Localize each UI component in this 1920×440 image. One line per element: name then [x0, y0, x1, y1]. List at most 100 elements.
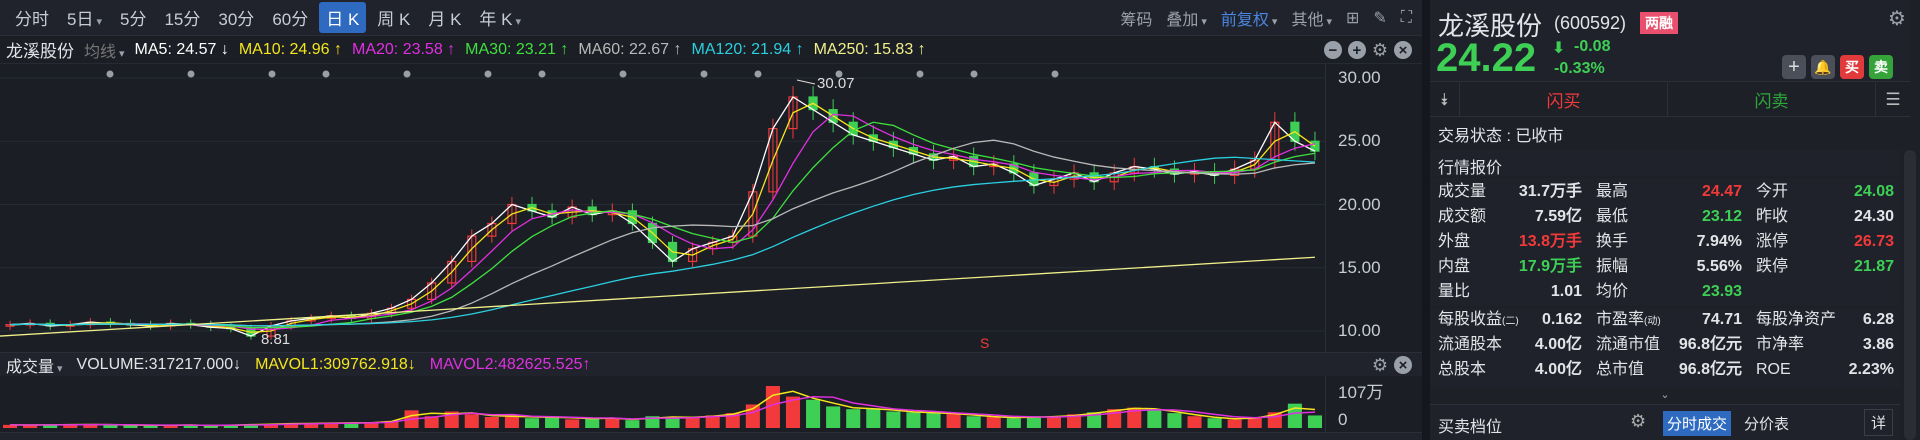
event-dot	[619, 70, 627, 78]
period-tab[interactable]: 分时	[8, 2, 56, 33]
overlay-button[interactable]: 叠加 ▾	[1166, 6, 1207, 30]
fundamental-label: 市净率	[1756, 335, 1804, 355]
quote-value: 21.87	[1853, 258, 1894, 275]
collapse-icon[interactable]: ⯯	[1430, 83, 1460, 116]
volume-bar	[203, 425, 218, 428]
period-tab[interactable]: 周 K	[370, 2, 417, 33]
period-tab[interactable]: 日 K	[319, 2, 367, 33]
chevron-down-icon: ▾	[57, 362, 63, 375]
quote-label: 跌停	[1756, 258, 1789, 275]
volume-bar	[966, 416, 981, 428]
flash-buy-button[interactable]: 闪买	[1460, 83, 1668, 116]
label-sub: (二)	[1502, 316, 1519, 327]
volume-bar	[83, 424, 98, 428]
fundamental-value: 0.162	[1541, 311, 1582, 328]
fundamental-value: 96.8亿元	[1678, 361, 1742, 378]
volume-min-label: 0	[1338, 410, 1348, 429]
brush-icon[interactable]: ✎	[1373, 10, 1387, 27]
quote-value: 24.08	[1853, 183, 1894, 200]
price-change: -0.08	[1574, 38, 1611, 55]
indicator-type: 均线	[84, 43, 117, 61]
close-icon[interactable]: ×	[1394, 356, 1412, 374]
last-price: 24.22	[1436, 36, 1537, 80]
price-tick: 15.00	[1338, 257, 1381, 277]
pane-controls: − + ⚙ ×	[1323, 40, 1412, 60]
volume-max-label: 107万	[1338, 383, 1384, 402]
quote-value: 24.47	[1701, 183, 1742, 200]
scrollbar[interactable]	[1904, 150, 1916, 440]
volume-bar	[63, 424, 78, 428]
period-tab[interactable]: 30分	[211, 2, 261, 33]
menu-icon[interactable]: ☰	[1885, 89, 1901, 109]
event-dot	[1051, 70, 1059, 78]
fundamental-value: 74.71	[1701, 311, 1742, 328]
volume-bar	[685, 417, 700, 428]
other-button[interactable]: 其他 ▾	[1291, 6, 1332, 30]
volume-bar	[926, 413, 941, 428]
quote-value: 24.30	[1853, 208, 1894, 225]
add-watchlist-button[interactable]: +	[1782, 55, 1806, 79]
close-icon[interactable]: ×	[1394, 41, 1412, 59]
volume-bar	[1127, 407, 1142, 428]
fundamental-row: 流通股本 4.00亿 流通市值 96.8亿元 市净率 3.86	[1430, 335, 1900, 359]
volume-bar	[946, 413, 961, 428]
sell-button[interactable]: 卖	[1869, 55, 1893, 79]
volume-bar	[1167, 413, 1182, 428]
adjust-button[interactable]: 前复权 ▾	[1221, 6, 1278, 30]
price-tick: 20.00	[1338, 194, 1381, 214]
tab-price-table[interactable]: 分价表	[1744, 416, 1790, 433]
gear-icon[interactable]: ⚙	[1371, 40, 1388, 60]
volume-bar	[464, 414, 479, 428]
gear-icon[interactable]: ⚙	[1888, 8, 1906, 30]
period-tab[interactable]: 5日 ▾	[60, 2, 109, 33]
volume-bar	[846, 409, 861, 428]
ma-line-1	[9, 96, 1316, 337]
quote-label: 换手	[1596, 233, 1629, 250]
quote-row: 成交额 7.59亿 最低 23.12 昨收 24.30	[1430, 207, 1900, 231]
expand-chevron-icon[interactable]: ⌄	[1660, 389, 1670, 401]
volume-legend-bar: 成交量 ▾ VOLUME:317217.000↓ MAVOL1:309762.918↓…	[0, 352, 1422, 376]
period-tab[interactable]: 5分	[113, 2, 153, 33]
label-text: 总股本	[1438, 361, 1487, 378]
gear-icon[interactable]: ⚙	[1371, 355, 1388, 375]
candlestick-plot[interactable]: 30.07 8.81 S	[0, 64, 1325, 352]
volume-plot[interactable]	[0, 376, 1325, 432]
buy-button[interactable]: 买	[1840, 55, 1864, 79]
zoom-in-icon[interactable]: +	[1347, 41, 1366, 59]
bell-icon[interactable]: 🔔	[1811, 55, 1835, 79]
period-label: 年 K	[479, 10, 513, 29]
period-tab[interactable]: 15分	[157, 2, 207, 33]
indicator-type-dropdown[interactable]: 均线 ▾	[84, 38, 125, 62]
tab-tick-trades[interactable]: 分时成交	[1663, 411, 1732, 436]
margin-badge: 两融	[1640, 12, 1678, 34]
volume-bar	[806, 399, 821, 428]
period-tab[interactable]: 年 K ▾	[472, 2, 528, 33]
volume-bar	[1307, 415, 1322, 428]
volume-indicator-dropdown[interactable]: 成交量 ▾	[6, 353, 63, 377]
chips-button[interactable]: 筹码	[1120, 12, 1153, 29]
detail-button[interactable]: 详	[1864, 409, 1894, 436]
gear-icon[interactable]: ⚙	[1630, 411, 1647, 431]
quote-value: 23.93	[1701, 283, 1742, 300]
event-dot	[538, 70, 546, 78]
fundamental-row: 每股收益(二) 0.162 市盈率(动) 74.71 每股净资产 6.28	[1430, 310, 1900, 334]
fullscreen-icon[interactable]: ⛶	[1400, 9, 1412, 26]
layout-grid-icon[interactable]: ⊞	[1345, 10, 1360, 27]
adjust-label: 前复权	[1220, 12, 1269, 29]
quote-value: 17.9万手	[1518, 258, 1582, 275]
volume-bar	[906, 412, 921, 428]
volume-bar	[3, 424, 18, 428]
chevron-down-icon: ▾	[96, 16, 102, 28]
period-tab[interactable]: 60分	[265, 2, 315, 33]
volume-bar	[43, 424, 58, 428]
zoom-out-icon[interactable]: −	[1323, 41, 1342, 59]
volume-bar	[424, 416, 439, 428]
volume-bar	[585, 417, 600, 428]
volume-bar	[886, 411, 901, 428]
ma-value: MA250: 15.83 ↑	[813, 40, 926, 58]
quote-label: 今开	[1756, 183, 1789, 200]
period-tab[interactable]: 月 K	[421, 2, 468, 33]
flash-sell-button[interactable]: 闪卖	[1668, 83, 1876, 116]
chevron-down-icon: ▾	[1201, 16, 1207, 28]
